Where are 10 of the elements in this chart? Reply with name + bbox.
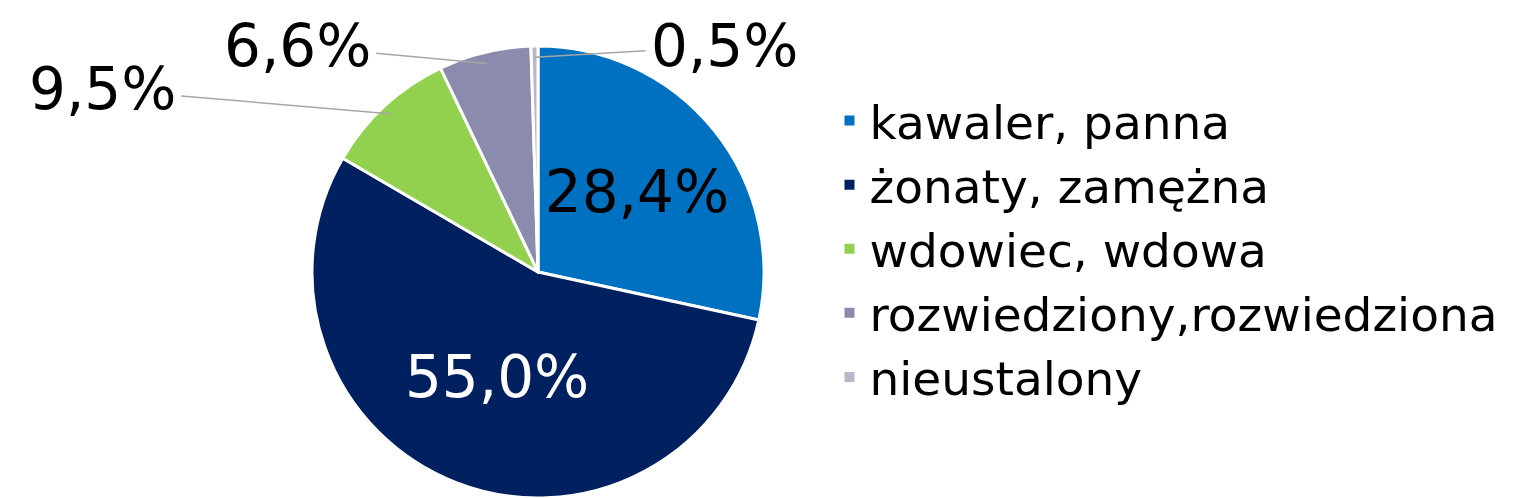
data-label: 55,0% [404,343,590,412]
legend-label: wdowiec, wdowa [869,223,1267,279]
data-label: 9,5% [29,55,177,123]
legend-label: żonaty, zamężna [869,158,1270,214]
legend-label: rozwiedziony,rozwiedziona [869,287,1498,343]
data-label: 0,5% [651,12,799,80]
legend-label: nieustalony [869,351,1143,407]
legend-label: kawaler, panna [869,94,1231,150]
data-label: 28,4% [544,158,730,227]
data-label: 6,6% [224,12,372,80]
